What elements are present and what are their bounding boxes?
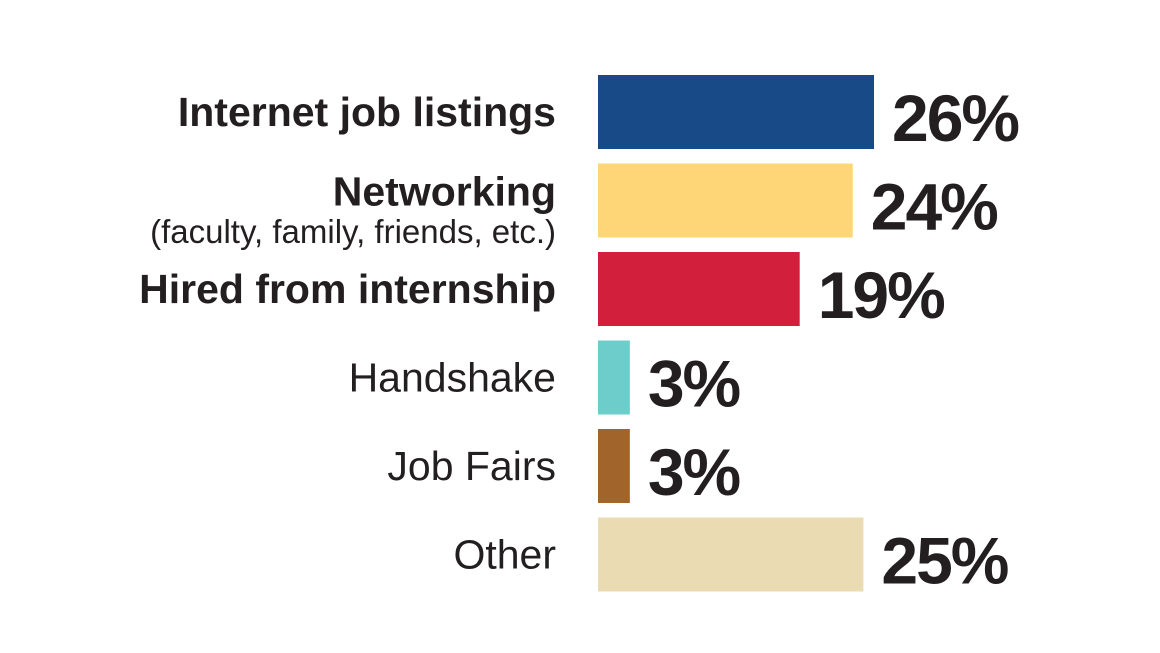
- value-label-4: 3%: [648, 435, 740, 509]
- category-label-0: Internet job listings: [178, 89, 556, 135]
- category-label-2: Hired from internship: [139, 266, 556, 312]
- value-label-2: 19%: [818, 258, 944, 332]
- value-label-0: 26%: [892, 81, 1018, 155]
- bar-3: [598, 340, 630, 415]
- value-label-5: 25%: [881, 524, 1007, 598]
- bar-2: [598, 252, 800, 326]
- category-label-3: Handshake: [349, 355, 556, 401]
- category-label-1: Networking: [333, 169, 556, 215]
- bar-1: [598, 163, 853, 238]
- category-label-5: Other: [453, 532, 556, 578]
- bar-5: [598, 517, 864, 592]
- value-label-1: 24%: [871, 170, 997, 244]
- category-label-4: Job Fairs: [387, 443, 556, 489]
- bar-0: [598, 75, 874, 149]
- category-sublabel-1: (faculty, family, friends, etc.): [150, 213, 556, 250]
- bar-4: [598, 429, 630, 503]
- value-label-3: 3%: [648, 347, 740, 421]
